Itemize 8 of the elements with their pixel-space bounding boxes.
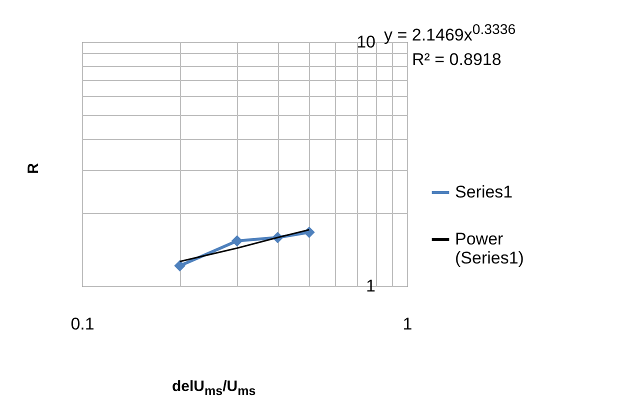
legend-label: Series1 — [455, 182, 513, 202]
x-axis-title: delU$_{ms}$/U$_{ms}$ — [172, 378, 256, 398]
y-axis-title: R — [24, 163, 42, 174]
legend-label: Power (Series1) — [455, 230, 524, 268]
x-tick-label: 0.1 — [70, 314, 94, 334]
text: R² = 0.8918 — [412, 50, 502, 70]
annotation: y = 2.1469x$^{0.3336}$ — [384, 22, 516, 46]
y-tick-label: 10 — [356, 32, 376, 52]
